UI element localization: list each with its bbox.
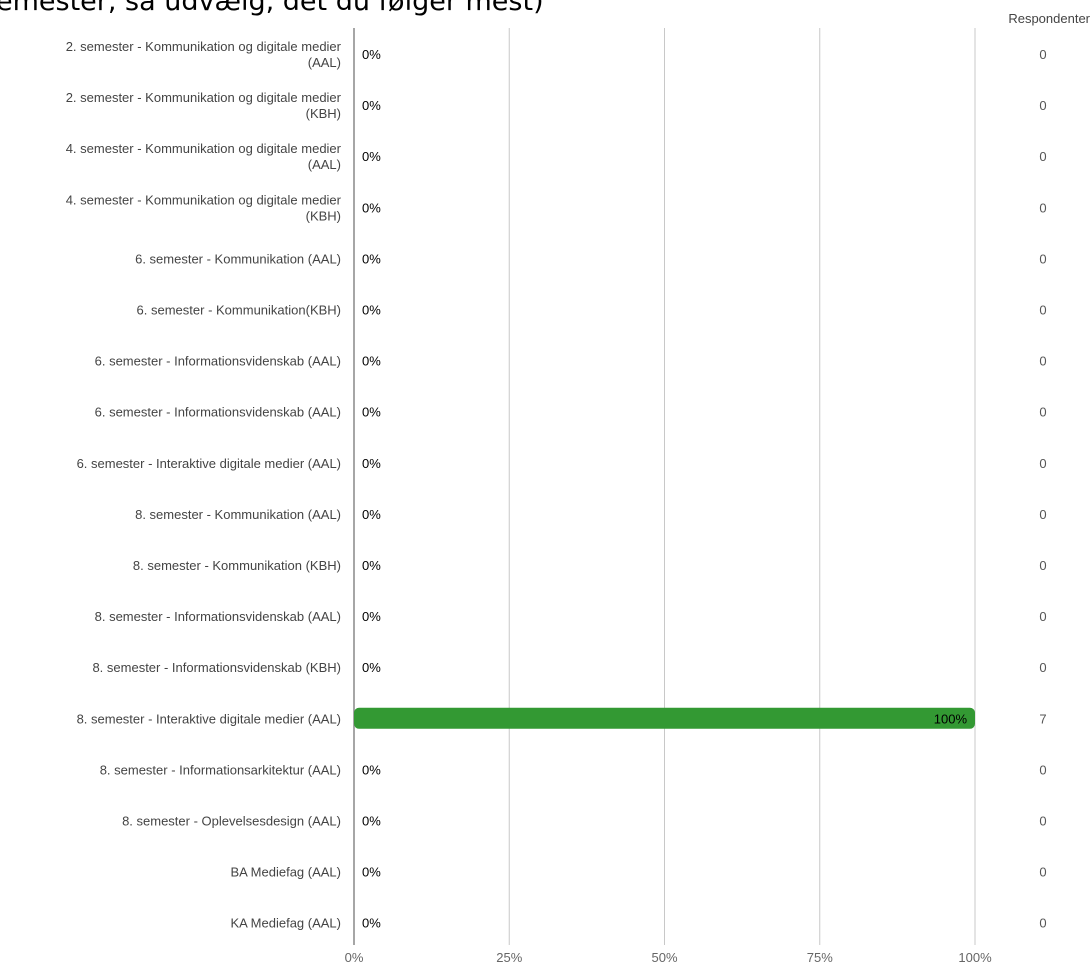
category-label-line: (KBH)	[306, 208, 341, 223]
category-label-line: (AAL)	[308, 55, 341, 70]
category-label: KA Mediefag (AAL)	[230, 916, 341, 931]
respondent-count: 0	[1039, 865, 1046, 880]
bar-value-label: 0%	[362, 865, 381, 880]
bar-value-label: 0%	[362, 660, 381, 675]
respondent-count: 0	[1039, 200, 1046, 215]
bar-value-label: 0%	[362, 916, 381, 931]
category-label: 6. semester - Informationsvidenskab (AAL…	[95, 405, 341, 420]
bar-value-label: 0%	[362, 251, 381, 266]
respondent-count: 0	[1039, 558, 1046, 573]
category-label-line: (KBH)	[306, 106, 341, 121]
category-label: 8. semester - Informationsarkitektur (AA…	[100, 762, 341, 777]
category-label: 4. semester - Kommunikation og digitale …	[66, 141, 342, 172]
category-label: 6. semester - Kommunikation (AAL)	[135, 251, 341, 266]
respondent-count: 0	[1039, 251, 1046, 266]
bar-value-label: 0%	[362, 609, 381, 624]
bar-value-label: 0%	[362, 47, 381, 62]
respondent-count: 0	[1039, 149, 1046, 164]
respondent-count: 0	[1039, 98, 1046, 113]
x-tick-label: 75%	[807, 950, 833, 965]
category-label-line: (AAL)	[308, 157, 341, 172]
respondent-count: 0	[1039, 762, 1046, 777]
category-label-line: 2. semester - Kommunikation og digitale …	[66, 90, 342, 105]
respondent-count: 0	[1039, 47, 1046, 62]
category-label: 8. semester - Informationsvidenskab (KBH…	[92, 660, 341, 675]
bar-value-label: 100%	[934, 711, 968, 726]
respondents-header: Respondenter	[1008, 11, 1090, 26]
bar	[354, 707, 975, 729]
category-label: 8. semester - Informationsvidenskab (AAL…	[95, 609, 341, 624]
x-tick-label: 0%	[345, 950, 364, 965]
bar-value-label: 0%	[362, 405, 381, 420]
respondent-count: 7	[1039, 711, 1046, 726]
category-label: 2. semester - Kommunikation og digitale …	[66, 90, 342, 121]
bar-value-label: 0%	[362, 98, 381, 113]
bar-value-label: 0%	[362, 200, 381, 215]
respondent-count: 0	[1039, 916, 1046, 931]
x-tick-label: 100%	[958, 950, 992, 965]
bar-value-label: 0%	[362, 762, 381, 777]
category-label: 8. semester - Kommunikation (AAL)	[135, 507, 341, 522]
category-label: 8. semester - Kommunikation (KBH)	[133, 558, 341, 573]
category-label-line: 2. semester - Kommunikation og digitale …	[66, 39, 342, 54]
category-label: 8. semester - Interaktive digitale medie…	[77, 711, 341, 726]
category-label: 6. semester - Informationsvidenskab (AAL…	[95, 354, 341, 369]
category-label: 6. semester - Interaktive digitale medie…	[77, 456, 341, 471]
bar-value-label: 0%	[362, 814, 381, 829]
bar-value-label: 0%	[362, 456, 381, 471]
respondent-count: 0	[1039, 660, 1046, 675]
bar-value-label: 0%	[362, 507, 381, 522]
bar-value-label: 0%	[362, 354, 381, 369]
bar-value-label: 0%	[362, 149, 381, 164]
category-label-line: 4. semester - Kommunikation og digitale …	[66, 192, 342, 207]
category-label: 4. semester - Kommunikation og digitale …	[66, 192, 342, 223]
respondent-count: 0	[1039, 354, 1046, 369]
respondent-count: 0	[1039, 609, 1046, 624]
respondent-count: 0	[1039, 814, 1046, 829]
bar-value-label: 0%	[362, 558, 381, 573]
category-label-line: 4. semester - Kommunikation og digitale …	[66, 141, 342, 156]
category-label: 6. semester - Kommunikation(KBH)	[137, 303, 341, 318]
category-label: BA Mediefag (AAL)	[230, 865, 341, 880]
bar-value-label: 0%	[362, 303, 381, 318]
respondent-count: 0	[1039, 405, 1046, 420]
x-tick-label: 25%	[496, 950, 522, 965]
respondent-count: 0	[1039, 507, 1046, 522]
respondent-count: 0	[1039, 456, 1046, 471]
respondent-count: 0	[1039, 303, 1046, 318]
category-label: 2. semester - Kommunikation og digitale …	[66, 39, 342, 70]
x-tick-label: 50%	[651, 950, 677, 965]
chart-title: emester, så udvælg, det du følger mest)	[0, 0, 544, 17]
category-label: 8. semester - Oplevelsesdesign (AAL)	[122, 814, 341, 829]
